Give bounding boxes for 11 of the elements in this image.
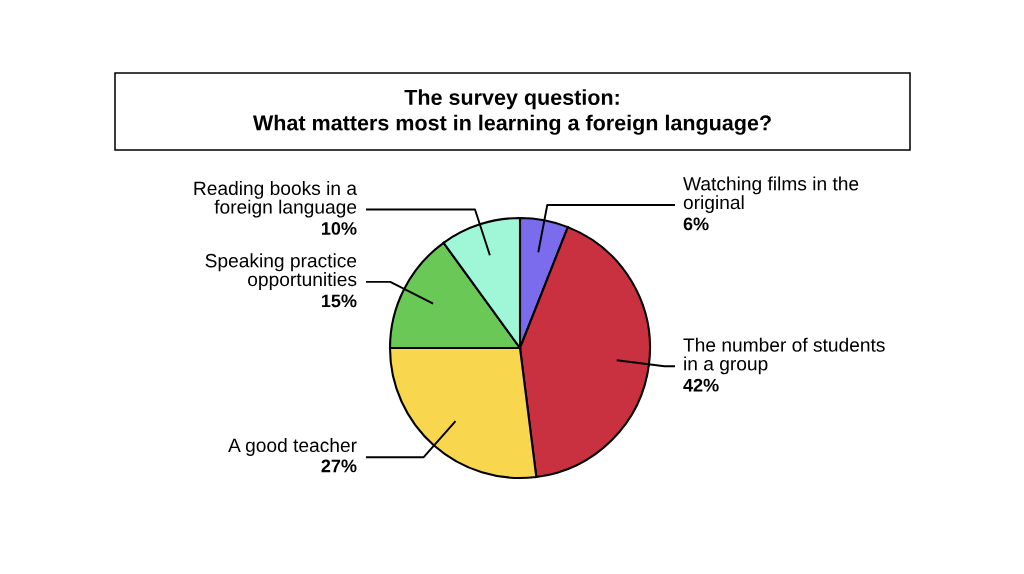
data-label: 15% — [322, 294, 357, 308]
data-label: 42% — [683, 378, 719, 392]
data-label: 6% — [683, 217, 709, 231]
slice-label: A good teacher — [228, 438, 357, 456]
slice-label: Watching films in the original — [683, 176, 859, 214]
slice-label: Reading books in a foreign language — [194, 180, 358, 218]
chart-title: The survey question: What matters most in learning a foreign language? — [252, 89, 771, 135]
slice-label: Speaking practice opportunities — [205, 253, 357, 290]
data-label: 10% — [322, 222, 357, 235]
data-label: 27% — [321, 459, 357, 473]
slice-label: The number of students in a group — [683, 337, 885, 375]
